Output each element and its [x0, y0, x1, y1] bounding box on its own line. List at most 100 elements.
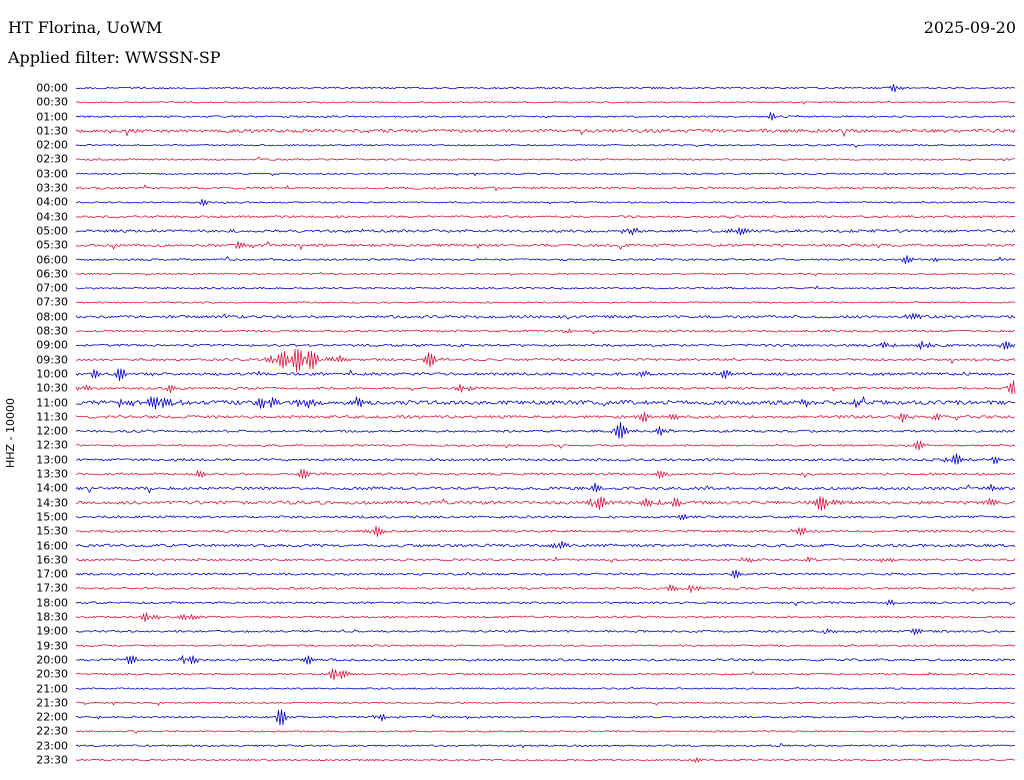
- trace-row-22:30: [75, 730, 1016, 734]
- time-label-15:00: 15:00: [36, 510, 68, 524]
- trace-row-00:30: [75, 100, 1016, 105]
- trace-row-16:00: [75, 540, 1016, 549]
- time-label-07:30: 07:30: [36, 295, 68, 309]
- trace-row-09:30: [75, 348, 1016, 373]
- trace-row-04:00: [75, 198, 1016, 207]
- time-label-02:00: 02:00: [36, 138, 68, 152]
- trace-row-05:30: [75, 241, 1016, 250]
- time-label-10:30: 10:30: [36, 381, 68, 395]
- trace-row-19:30: [75, 644, 1016, 647]
- time-label-00:30: 00:30: [36, 95, 68, 109]
- time-label-04:00: 04:00: [36, 195, 68, 209]
- trace-row-14:00: [75, 482, 1016, 494]
- trace-row-02:30: [75, 156, 1016, 162]
- time-label-06:00: 06:00: [36, 253, 68, 267]
- trace-row-15:30: [75, 525, 1016, 538]
- trace-row-08:30: [75, 328, 1016, 335]
- trace-row-21:30: [75, 701, 1016, 706]
- time-label-23:30: 23:30: [36, 753, 68, 767]
- trace-row-21:00: [75, 686, 1016, 690]
- time-label-04:30: 04:30: [36, 210, 68, 224]
- trace-row-16:30: [75, 556, 1016, 563]
- trace-row-07:00: [75, 285, 1016, 290]
- time-label-09:30: 09:30: [36, 353, 68, 367]
- trace-row-04:30: [75, 215, 1016, 219]
- trace-row-06:30: [75, 271, 1016, 277]
- trace-row-22:00: [75, 709, 1016, 726]
- trace-row-03:30: [75, 184, 1016, 192]
- station-title: HT Florina, UoWM: [8, 18, 163, 37]
- time-label-00:00: 00:00: [36, 81, 68, 95]
- trace-row-18:30: [75, 612, 1016, 622]
- time-label-13:30: 13:30: [36, 467, 68, 481]
- trace-row-01:00: [75, 112, 1016, 121]
- trace-row-11:00: [75, 396, 1016, 410]
- time-label-20:30: 20:30: [36, 667, 68, 681]
- time-label-08:00: 08:00: [36, 310, 68, 324]
- time-label-23:00: 23:00: [36, 739, 68, 753]
- time-label-12:00: 12:00: [36, 424, 68, 438]
- time-label-03:30: 03:30: [36, 181, 68, 195]
- applied-filter-label: Applied filter: WWSSN-SP: [8, 48, 221, 67]
- time-label-13:00: 13:00: [36, 453, 68, 467]
- time-label-16:30: 16:30: [36, 553, 68, 567]
- time-label-01:30: 01:30: [36, 124, 68, 138]
- time-label-08:30: 08:30: [36, 324, 68, 338]
- trace-row-02:00: [75, 143, 1016, 148]
- time-label-18:30: 18:30: [36, 610, 68, 624]
- time-label-14:30: 14:30: [36, 496, 68, 510]
- time-label-21:00: 21:00: [36, 682, 68, 695]
- trace-row-05:00: [75, 227, 1016, 236]
- time-label-21:30: 21:30: [36, 696, 68, 710]
- time-label-17:00: 17:00: [36, 567, 68, 581]
- trace-row-13:00: [75, 453, 1016, 465]
- time-label-18:00: 18:00: [36, 596, 68, 610]
- trace-row-12:00: [75, 421, 1016, 439]
- trace-row-17:30: [75, 584, 1016, 593]
- trace-row-15:00: [75, 514, 1016, 521]
- time-label-17:30: 17:30: [36, 581, 68, 595]
- trace-row-00:00: [75, 83, 1016, 93]
- trace-row-20:00: [75, 655, 1016, 665]
- time-label-09:00: 09:00: [36, 338, 68, 352]
- time-label-20:00: 20:00: [36, 653, 68, 667]
- trace-row-09:00: [75, 340, 1016, 350]
- trace-row-20:30: [75, 668, 1016, 681]
- trace-row-06:00: [75, 255, 1016, 264]
- time-label-14:00: 14:00: [36, 481, 68, 495]
- trace-row-10:00: [75, 368, 1016, 382]
- time-label-07:00: 07:00: [36, 281, 68, 295]
- trace-row-01:30: [75, 128, 1016, 137]
- trace-row-13:30: [75, 468, 1016, 479]
- trace-row-14:30: [75, 495, 1016, 512]
- time-label-16:00: 16:00: [36, 539, 68, 553]
- time-label-19:00: 19:00: [36, 624, 68, 638]
- trace-row-19:00: [75, 628, 1016, 636]
- time-label-19:30: 19:30: [36, 639, 68, 653]
- trace-row-10:30: [75, 380, 1016, 395]
- trace-row-17:00: [75, 569, 1016, 579]
- time-label-10:00: 10:00: [36, 367, 68, 381]
- time-label-11:30: 11:30: [36, 410, 68, 424]
- trace-row-23:00: [75, 742, 1016, 749]
- trace-row-07:30: [75, 301, 1016, 304]
- time-label-22:30: 22:30: [36, 724, 68, 738]
- time-label-03:00: 03:00: [36, 167, 68, 181]
- date-label: 2025-09-20: [923, 18, 1016, 37]
- time-label-15:30: 15:30: [36, 524, 68, 538]
- time-label-06:30: 06:30: [36, 267, 68, 281]
- time-label-22:00: 22:00: [36, 710, 68, 724]
- trace-row-18:00: [75, 599, 1016, 606]
- time-label-05:00: 05:00: [36, 224, 68, 238]
- trace-row-08:00: [75, 312, 1016, 320]
- trace-row-11:30: [75, 411, 1016, 423]
- trace-row-23:30: [75, 757, 1016, 763]
- time-label-12:30: 12:30: [36, 438, 68, 452]
- trace-row-12:30: [75, 440, 1016, 451]
- time-label-01:00: 01:00: [36, 110, 68, 124]
- trace-row-03:00: [75, 172, 1016, 177]
- time-label-05:30: 05:30: [36, 238, 68, 252]
- time-label-02:30: 02:30: [36, 152, 68, 166]
- time-label-11:00: 11:00: [36, 396, 68, 410]
